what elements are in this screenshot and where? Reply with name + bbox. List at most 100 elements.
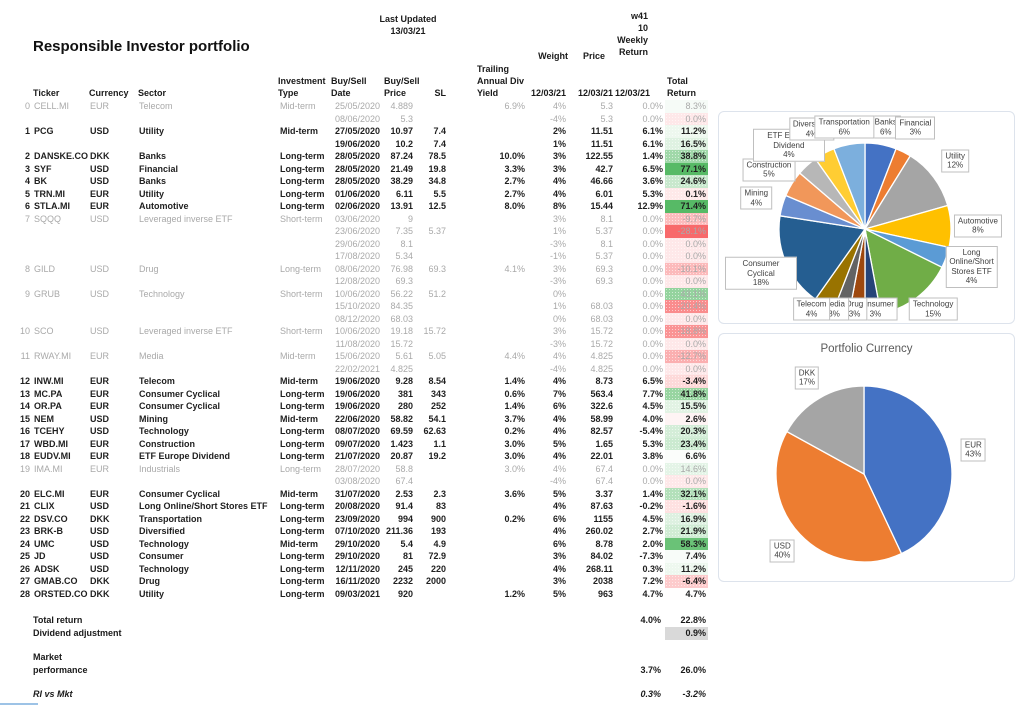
- cell-div-yield[interactable]: 4.4%: [504, 351, 525, 361]
- cell-total-return[interactable]: 2.6%: [665, 412, 708, 425]
- ri-vs-mkt-total[interactable]: -3.2%: [682, 689, 706, 699]
- cell-total-return[interactable]: 20.3%: [665, 425, 708, 438]
- cell-buysell-date[interactable]: 03/06/2020: [334, 213, 380, 224]
- cell-currency[interactable]: DKK: [90, 588, 110, 599]
- cell-sl[interactable]: 12.5: [428, 201, 446, 211]
- cell-price[interactable]: 69.3: [595, 276, 613, 286]
- cell-buysell-price[interactable]: 84.35: [390, 301, 413, 311]
- cell-div-yield[interactable]: [448, 563, 527, 576]
- cell-investment-type[interactable]: Long-term: [280, 263, 322, 274]
- cell-currency[interactable]: USD: [90, 263, 110, 274]
- cell-buysell-date[interactable]: 23/09/2020: [334, 513, 380, 524]
- cell-div-yield[interactable]: [448, 325, 527, 338]
- cell-buysell-date[interactable]: 29/10/2020: [334, 538, 380, 549]
- cell-weekly-return[interactable]: 3.8%: [642, 451, 663, 461]
- cell-row-number[interactable]: 5: [24, 188, 30, 199]
- cell-buysell-date[interactable]: 17/08/2020: [334, 251, 380, 261]
- last-updated-label[interactable]: Last Updated: [379, 14, 437, 24]
- cell-sl[interactable]: 252: [430, 401, 446, 411]
- cell-sector[interactable]: Banks: [139, 151, 167, 161]
- cell-ticker[interactable]: TCEHY: [34, 426, 65, 436]
- cell-weekly-return[interactable]: 6.1%: [642, 126, 663, 136]
- cell-ticker[interactable]: TRN.MI: [34, 188, 65, 199]
- cell-currency[interactable]: [88, 225, 137, 238]
- cell-sl[interactable]: 1.1: [433, 438, 446, 449]
- cell-weight[interactable]: 4%: [552, 563, 566, 574]
- cell-price[interactable]: [568, 288, 615, 301]
- cell-weight[interactable]: 1%: [552, 138, 566, 149]
- cell-buysell-price[interactable]: 68.03: [390, 313, 413, 324]
- cell-sl[interactable]: [415, 475, 448, 488]
- cell-ticker[interactable]: IMA.MI: [34, 463, 63, 474]
- cell-currency[interactable]: USD: [90, 126, 110, 136]
- cell-row-number[interactable]: [6, 138, 32, 151]
- column-header-yield-line3[interactable]: Yield: [477, 88, 499, 98]
- cell-buysell-date[interactable]: 22/02/2021: [334, 363, 380, 374]
- cell-buysell-date[interactable]: 29/06/2020: [334, 238, 380, 249]
- cell-buysell-date[interactable]: 19/06/2020: [334, 138, 380, 149]
- cell-investment-type[interactable]: Long-term: [280, 576, 325, 586]
- pie-slice-dkk[interactable]: [786, 385, 865, 476]
- cell-currency[interactable]: EUR: [90, 451, 110, 461]
- cell-sl[interactable]: 19.2: [428, 451, 446, 461]
- cell-weight[interactable]: 4%: [552, 351, 566, 361]
- cell-ticker[interactable]: OR.PA: [34, 401, 62, 411]
- cell-buysell-price[interactable]: 4.889: [390, 101, 413, 111]
- cell-ticker[interactable]: PCG: [34, 126, 54, 136]
- cell-sl[interactable]: [415, 463, 448, 476]
- cell-weekly-return[interactable]: 7.7%: [642, 388, 663, 399]
- cell-buysell-date[interactable]: 02/06/2020: [334, 201, 380, 211]
- cell-div-yield[interactable]: 2.7%: [504, 188, 525, 199]
- cell-sector[interactable]: Media: [139, 351, 164, 361]
- cell-sector[interactable]: Financial: [139, 163, 179, 174]
- pie-slice-eur[interactable]: [863, 385, 953, 555]
- cell-ticker[interactable]: BRK-B: [34, 526, 63, 536]
- cell-weekly-return[interactable]: 0.0%: [642, 251, 663, 261]
- cell-buysell-date[interactable]: 23/06/2020: [334, 226, 380, 236]
- cell-investment-type[interactable]: Long-term: [280, 451, 325, 461]
- cell-weight[interactable]: 4%: [552, 413, 566, 424]
- cell-ticker[interactable]: [32, 363, 88, 376]
- cell-ticker[interactable]: BK: [34, 176, 47, 186]
- cell-weekly-return[interactable]: 0.0%: [642, 463, 663, 474]
- cell-row-number[interactable]: 27: [19, 576, 30, 586]
- cell-total-return[interactable]: 0.0%: [665, 112, 708, 125]
- cell-row-number[interactable]: 2: [24, 151, 30, 161]
- cell-total-return[interactable]: 38.8%: [665, 150, 708, 163]
- cell-buysell-date[interactable]: 22/06/2020: [334, 413, 380, 424]
- page-title[interactable]: Responsible Investor portfolio: [33, 38, 250, 55]
- cell-buysell-date[interactable]: 10/06/2020: [334, 326, 380, 336]
- cell-buysell-date[interactable]: 25/05/2020: [334, 101, 380, 111]
- cell-buysell-date[interactable]: 19/06/2020: [334, 376, 380, 386]
- cell-sector[interactable]: [137, 238, 278, 251]
- cell-weekly-return[interactable]: 0.0%: [642, 476, 663, 486]
- cell-buysell-price[interactable]: 1.423: [390, 438, 413, 449]
- cell-weekly-return[interactable]: 7.2%: [642, 576, 663, 586]
- cell-investment-type[interactable]: Long-term: [280, 526, 325, 536]
- cell-sl[interactable]: 72.9: [428, 551, 446, 561]
- cell-buysell-price[interactable]: 15.72: [390, 338, 413, 349]
- cell-weight[interactable]: 0%: [552, 288, 566, 299]
- cell-currency[interactable]: DKK: [90, 513, 110, 524]
- cell-buysell-date[interactable]: 09/07/2020: [334, 438, 380, 449]
- cell-investment-type[interactable]: Mid-term: [280, 413, 318, 424]
- cell-buysell-price[interactable]: 5.61: [395, 351, 413, 361]
- cell-currency[interactable]: EUR: [90, 188, 110, 199]
- cell-weight[interactable]: 1%: [552, 301, 566, 311]
- cell-sl[interactable]: 15.72: [423, 326, 446, 336]
- cell-sector[interactable]: Transportation: [139, 513, 203, 524]
- cell-sl[interactable]: 2000: [425, 576, 446, 586]
- cell-ticker[interactable]: UMC: [34, 538, 55, 549]
- cell-weekly-return[interactable]: 0.0%: [642, 238, 663, 249]
- cell-investment-type[interactable]: Long-term: [280, 426, 325, 436]
- cell-weekly-return[interactable]: 0.0%: [642, 226, 663, 236]
- cell-weekly-return[interactable]: 0.0%: [642, 276, 663, 286]
- cell-total-return[interactable]: -3.4%: [665, 375, 708, 388]
- cell-row-number[interactable]: 11: [20, 351, 30, 361]
- cell-div-yield[interactable]: 8.0%: [504, 201, 525, 211]
- cell-currency[interactable]: [88, 113, 137, 126]
- cell-row-number[interactable]: [6, 300, 32, 313]
- column-header-yield-line1[interactable]: Trailing: [477, 64, 510, 74]
- cell-row-number[interactable]: [6, 338, 32, 351]
- cell-price[interactable]: 8.1: [600, 238, 613, 249]
